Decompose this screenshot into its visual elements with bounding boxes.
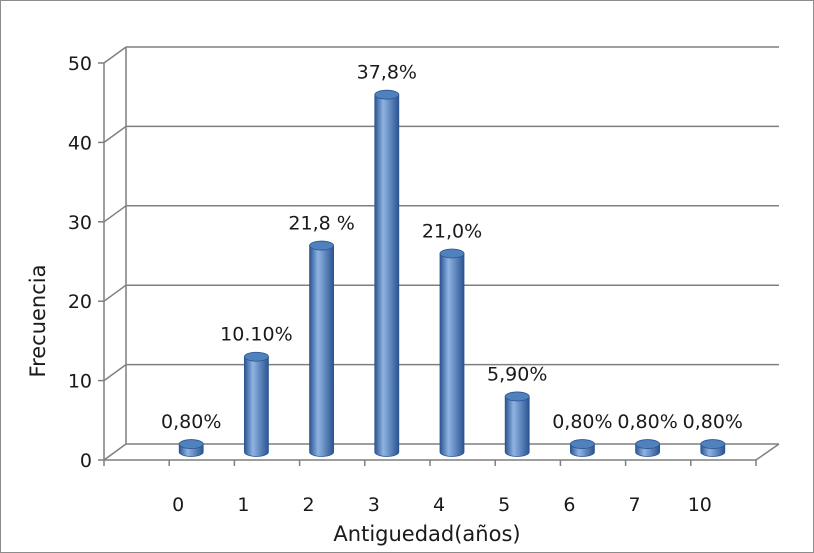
bar-top	[244, 352, 268, 361]
bar-top	[636, 440, 660, 449]
y-tick-label: 50	[68, 53, 92, 75]
y-tick-label: 20	[68, 291, 92, 313]
bar-body	[505, 396, 529, 456]
gridline-wall	[104, 126, 126, 142]
bars	[179, 90, 725, 456]
x-tick-label: 3	[368, 494, 380, 516]
bar	[440, 249, 464, 457]
data-label: 10.10%	[220, 324, 292, 346]
data-label: 37,8%	[357, 62, 417, 84]
y-tick-label: 10	[68, 371, 92, 393]
bar-top	[310, 241, 334, 250]
bar	[179, 440, 203, 457]
x-tick-label: 0	[172, 494, 184, 516]
bar-body	[375, 95, 399, 457]
bar-top	[701, 440, 725, 449]
gridline-wall	[104, 47, 126, 63]
data-label: 21,8 %	[288, 213, 354, 235]
y-tick-label: 40	[68, 132, 92, 154]
data-label: 0,80%	[161, 411, 221, 433]
bar	[505, 392, 529, 457]
bar-top	[440, 249, 464, 258]
x-tick-label: 5	[498, 494, 510, 516]
y-tick-label: 30	[68, 212, 92, 234]
bar	[310, 241, 334, 456]
x-tick-label: 4	[433, 494, 445, 516]
bar	[701, 440, 725, 457]
bar-body	[310, 246, 334, 457]
bar	[570, 440, 594, 457]
x-tick-label: 6	[563, 494, 575, 516]
bar-top	[570, 440, 594, 449]
bar	[636, 440, 660, 457]
x-tick-label: 10	[688, 494, 712, 516]
x-tick-label: 7	[629, 494, 641, 516]
bar	[244, 352, 268, 456]
floor-right-edge	[756, 444, 779, 460]
data-label: 5,90%	[487, 363, 547, 385]
x-axis-title: Antiguedad(años)	[333, 522, 520, 546]
bar-top	[179, 440, 203, 449]
x-tick-label: 2	[303, 494, 315, 516]
bar-top	[505, 392, 529, 401]
data-label: 0,80%	[683, 411, 743, 433]
gridline-wall	[104, 444, 126, 460]
bar-body	[440, 254, 464, 457]
data-label: 21,0%	[422, 221, 482, 243]
gridline-wall	[104, 365, 126, 381]
x-tick-label: 1	[237, 494, 249, 516]
bar-top	[375, 90, 399, 99]
data-label: 0,80%	[552, 411, 612, 433]
data-label: 0,80%	[617, 411, 677, 433]
y-tick-label: 0	[80, 450, 92, 472]
bar-body	[244, 357, 268, 457]
gridline-wall	[104, 206, 126, 222]
gridline-wall	[104, 285, 126, 301]
bar	[375, 90, 399, 456]
y-axis-title: Frecuencia	[26, 265, 50, 378]
